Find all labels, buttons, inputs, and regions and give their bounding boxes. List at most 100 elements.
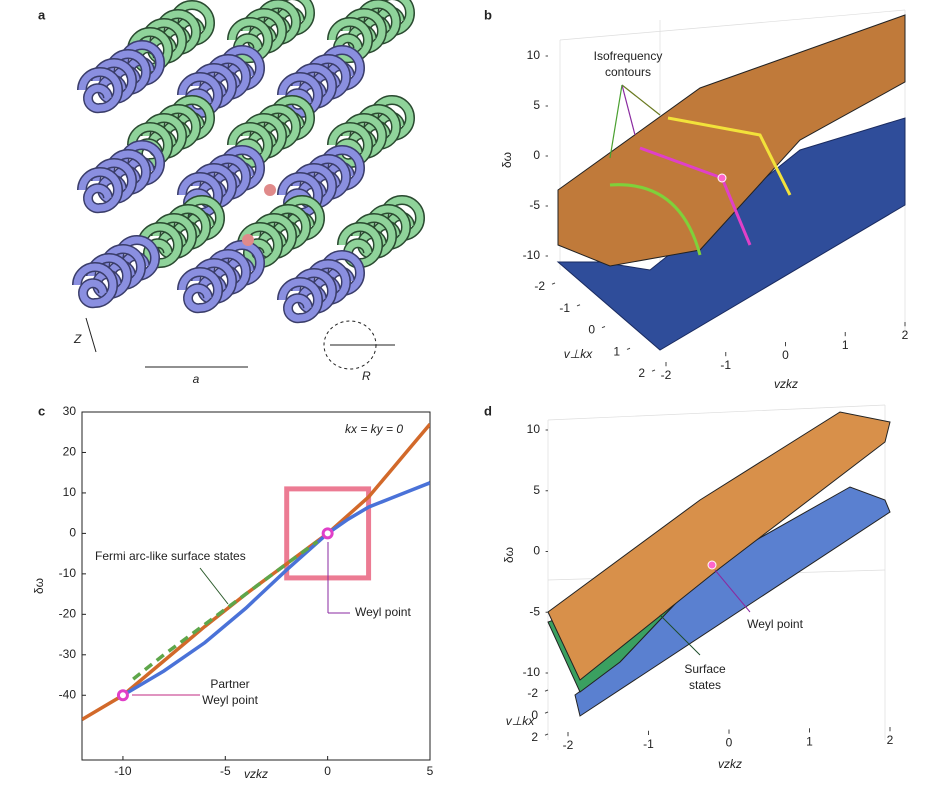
helix-turn [73, 263, 117, 307]
annotation-arrow [621, 84, 636, 136]
tick-label: -2 [527, 686, 538, 700]
tick-label: 0 [533, 148, 540, 162]
panel-label: c [38, 403, 45, 418]
series-line [122, 481, 430, 697]
helix-illustration [72, 0, 425, 370]
x-axis-label: vzkz [244, 767, 268, 781]
tick-label: 2 [887, 733, 894, 747]
y-tick-label: -30 [59, 647, 77, 661]
tick-mark [544, 733, 549, 736]
z-axis-label: δω [500, 152, 514, 168]
annotation: Weyl point [355, 605, 411, 619]
tick-label: 5 [533, 98, 540, 112]
panel-label: a [38, 7, 46, 22]
annotation-arrow [609, 84, 623, 159]
annotation: Isofrequency [594, 49, 663, 63]
tick-label: 1 [806, 734, 813, 748]
tick-label: 2 [638, 366, 645, 380]
helix-turn [278, 278, 322, 322]
annotation: Partner [210, 677, 249, 691]
x-tick-label: 5 [427, 764, 434, 778]
y-axis-label: δω [32, 578, 46, 594]
helix-turn [78, 68, 122, 112]
helix-turn [138, 223, 182, 267]
illus-label: R [362, 369, 371, 383]
series-line [82, 423, 430, 722]
tick-label: 0 [588, 323, 595, 337]
tick-label: 0 [531, 708, 538, 722]
tick-mark [576, 304, 581, 307]
surface-b [556, 9, 906, 351]
annotation: states [689, 678, 721, 692]
y-tick-label: 30 [63, 404, 77, 418]
illus-label: Z [73, 332, 82, 346]
z-axis-label: δω [502, 547, 516, 563]
x-tick-label: 0 [324, 764, 331, 778]
helix-turn [338, 223, 382, 267]
y-axis-label: vzkz [774, 377, 798, 391]
annotation: Weyl point [747, 617, 803, 631]
tick-label: -1 [643, 737, 654, 751]
tick-label: 1 [842, 338, 849, 352]
dipole [242, 234, 254, 246]
series-line [132, 540, 319, 681]
tick-label: -10 [523, 665, 541, 679]
weyl-point [116, 689, 129, 702]
x-axis-label: v⊥kx [564, 347, 593, 361]
y-axis-label: vzkz [718, 757, 742, 771]
y-tick-label: 0 [69, 526, 76, 540]
annotation-arrow [199, 567, 229, 605]
tick-label: -1 [559, 301, 570, 315]
panel-label: b [484, 7, 492, 22]
tick-mark [544, 711, 549, 714]
tick-label: 1 [613, 344, 620, 358]
annotation-arrow [714, 569, 751, 613]
tick-mark [544, 689, 549, 692]
x-tick-label: -5 [220, 764, 231, 778]
annotation: contours [605, 65, 651, 79]
tick-label: 0 [533, 544, 540, 558]
tick-mark [551, 282, 556, 285]
weyl-point [321, 527, 334, 540]
y-tick-label: -40 [59, 687, 77, 701]
condition: kx = ky = 0 [345, 422, 403, 436]
tick-label: -1 [720, 358, 731, 372]
tick-mark [651, 369, 656, 372]
tick-label: 10 [527, 422, 541, 436]
tick-label: -10 [523, 248, 541, 262]
tick-label: 2 [902, 328, 909, 342]
tick-label: -2 [563, 738, 574, 752]
tick-label: 5 [533, 483, 540, 497]
tick-label: 2 [531, 730, 538, 744]
tick-label: -5 [529, 604, 540, 618]
tick-label: -2 [534, 279, 545, 293]
tick-mark [601, 326, 606, 329]
tick-label: 0 [726, 736, 733, 750]
annotation-arrow [659, 614, 701, 656]
x-axis-label: v⊥kx [506, 714, 535, 728]
tick-label: 0 [782, 348, 789, 362]
tick-label: 10 [527, 48, 541, 62]
tick-label: -5 [529, 198, 540, 212]
annotation-arrow [621, 84, 661, 116]
dipole [264, 184, 276, 196]
tick-label: -2 [661, 368, 672, 382]
y-tick-label: -20 [59, 606, 77, 620]
y-tick-label: -10 [59, 566, 77, 580]
annotation: Fermi arc-like surface states [95, 549, 246, 563]
illus-label: a [193, 372, 200, 386]
annotation: Weyl point [202, 693, 258, 707]
y-tick-label: 10 [63, 485, 77, 499]
helix-turn [238, 223, 282, 267]
annotation: Surface [684, 662, 726, 676]
tick-mark [626, 347, 631, 350]
plot-frame [81, 411, 431, 761]
surface-d [547, 404, 891, 740]
z-arrow [85, 317, 97, 353]
y-tick-label: 20 [63, 445, 77, 459]
x-tick-label: -10 [114, 764, 132, 778]
panel-label: d [484, 403, 492, 418]
helix-turn [78, 168, 122, 212]
helix-turn [178, 268, 222, 312]
